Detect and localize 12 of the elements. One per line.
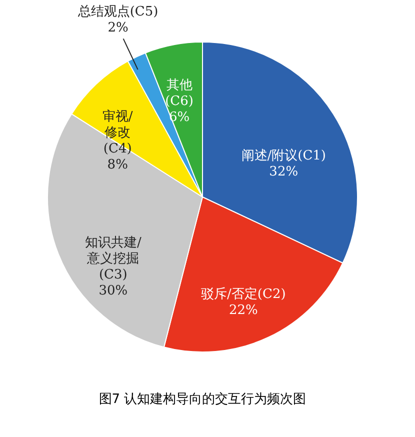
slice-label: 驳斥/否定(C2): [201, 286, 286, 302]
text: 图7 认知建构导向的交互行为频次图: [98, 391, 306, 407]
data-label: 8%: [107, 158, 128, 173]
slice-label: 知识共建/ 意义挖掘 (C3): [84, 235, 142, 282]
slice-label: 阐述/附议(C1): [241, 148, 326, 164]
data-label: 30%: [98, 283, 128, 298]
slice-label: 总结观点(C5): [76, 4, 158, 20]
data-label: 22%: [228, 302, 258, 318]
slice-label: 审视/ 修改 (C4): [102, 108, 134, 157]
data-label: 32%: [269, 164, 298, 180]
data-label: 2%: [108, 20, 128, 36]
slice-label: 其他 (C6): [165, 78, 194, 110]
